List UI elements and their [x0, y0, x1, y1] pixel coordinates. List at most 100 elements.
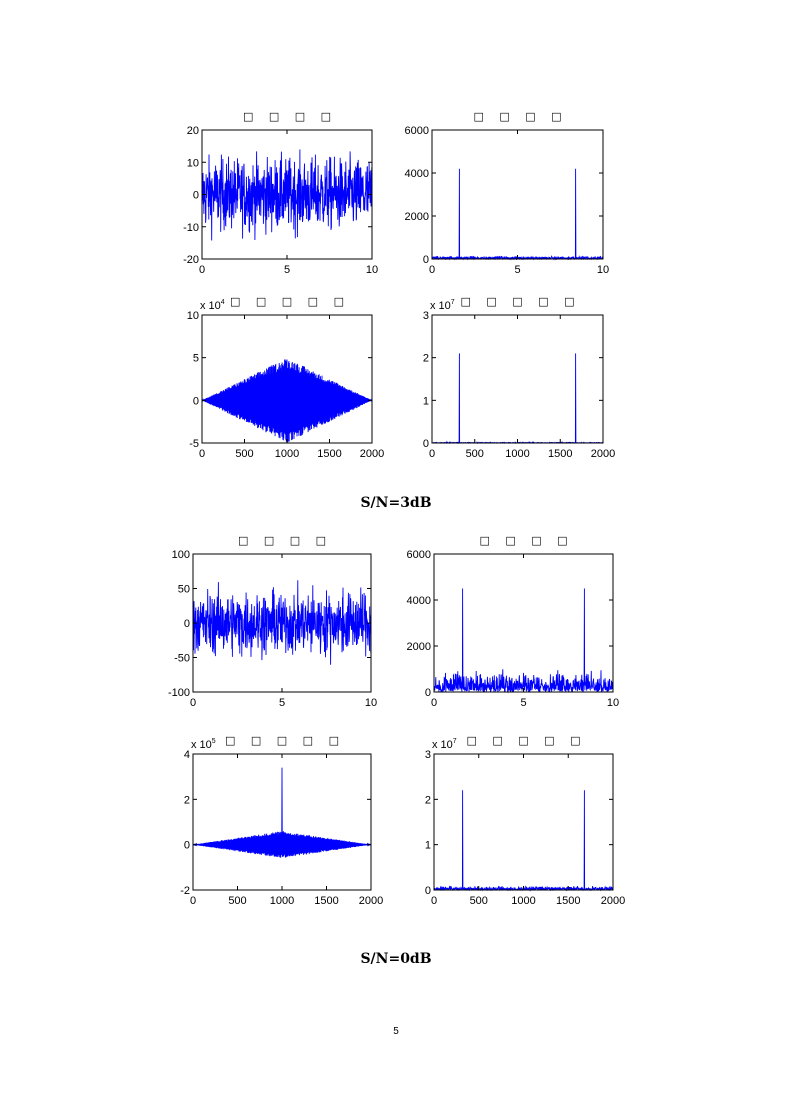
series-line: [433, 588, 614, 694]
y-exponent-label: x 105: [191, 738, 216, 751]
subplot-1-3: 0 500 1000 1500 2000 3 2 1 0 x 107 □ □ □ □ □: [425, 734, 625, 907]
subplot-1-0: 0 5 10 100 50 0 -50 -100 □ □ □ □: [168, 534, 377, 709]
series-line: [201, 359, 373, 443]
y-tick-label: -5: [189, 438, 199, 450]
x-tick-label: 0: [190, 895, 196, 907]
y-tick-label: 0: [423, 438, 429, 450]
y-exponent-power: 7: [453, 738, 457, 745]
x-tick-label: 2000: [601, 895, 625, 907]
x-tick-label: 10: [366, 264, 378, 276]
subplot-title: □ □ □ □ □: [461, 295, 581, 308]
series-line: [431, 168, 604, 261]
y-exponent-label: x 107: [430, 299, 455, 312]
y-tick-label: 2000: [407, 641, 431, 653]
y-tick-label: 1: [423, 395, 429, 407]
series-line: [192, 580, 372, 665]
y-tick-label: 4000: [405, 168, 429, 180]
y-tick-label: 1: [425, 840, 431, 852]
subplot-0-0: 0 5 10 20 10 0 -10 -20 □ □ □ □: [183, 110, 378, 276]
x-tick-label: 0: [429, 264, 435, 276]
subplot-0-3: 0 500 1000 1500 2000 3 2 1 0 x 107 □ □ □ □ □: [423, 295, 615, 460]
series-line: [201, 149, 373, 241]
y-tick-label: 10: [187, 157, 199, 169]
x-tick-label: 1000: [511, 895, 535, 907]
y-tick-label: -10: [183, 222, 199, 234]
y-tick-label: 10: [187, 310, 199, 322]
x-tick-label: 0: [199, 264, 205, 276]
x-tick-label: 2000: [591, 448, 615, 460]
x-tick-label: 5: [284, 264, 290, 276]
y-exponent-power: 4: [221, 299, 225, 306]
y-tick-label: 20: [187, 125, 199, 137]
axes-frame: [431, 129, 604, 260]
y-tick-label: -100: [168, 687, 190, 699]
y-tick-label: 0: [425, 687, 431, 699]
subplot-title: □ □ □ □: [238, 534, 332, 547]
y-tick-label: -2: [180, 885, 190, 897]
y-exponent-power: 7: [451, 299, 455, 306]
x-tick-label: 500: [235, 448, 253, 460]
y-exponent-label: x 107: [432, 738, 457, 751]
subplot-title: □ □ □ □: [479, 534, 573, 547]
y-tick-label: 2: [423, 353, 429, 365]
subplot-title: □ □ □ □: [243, 110, 337, 123]
x-tick-label: 0: [199, 448, 205, 460]
y-tick-label: 2: [184, 794, 190, 806]
x-tick-label: 5: [514, 264, 520, 276]
x-tick-label: 1000: [270, 895, 294, 907]
figure-caption-3db: S/N=3dB: [360, 495, 432, 511]
y-tick-label: 0: [425, 885, 431, 897]
subplot-title: □ □ □ □: [473, 110, 567, 123]
x-tick-label: 5: [279, 697, 285, 709]
y-tick-label: 6000: [407, 549, 431, 561]
subplot-title: □ □ □ □ □: [230, 295, 350, 308]
x-tick-label: 1000: [505, 448, 529, 460]
y-tick-label: 50: [178, 584, 190, 596]
y-exponent-label: x 104: [200, 299, 225, 312]
x-tick-label: 500: [466, 448, 484, 460]
series-line: [193, 767, 371, 858]
x-tick-label: 2000: [359, 895, 383, 907]
y-tick-label: 3: [425, 749, 431, 761]
x-tick-label: 5: [520, 697, 526, 709]
y-tick-label: 6000: [405, 125, 429, 137]
x-tick-label: 0: [190, 697, 196, 709]
x-tick-label: 500: [470, 895, 488, 907]
subplot-title: □ □ □ □ □: [467, 734, 587, 747]
y-tick-label: 4000: [407, 595, 431, 607]
y-tick-label: 0: [193, 395, 199, 407]
x-tick-label: 0: [429, 448, 435, 460]
axes-frame: [433, 553, 614, 693]
x-tick-label: 0: [431, 895, 437, 907]
y-tick-label: 100: [172, 549, 190, 561]
y-tick-label: 0: [184, 618, 190, 630]
y-tick-label: 0: [193, 190, 199, 202]
y-tick-label: 2: [425, 794, 431, 806]
page-number: 5: [393, 1026, 399, 1037]
y-tick-label: 5: [193, 353, 199, 365]
series-line: [433, 790, 614, 892]
y-exponent-power: 5: [212, 738, 216, 745]
y-tick-label: 0: [423, 254, 429, 266]
x-tick-label: 1500: [317, 448, 341, 460]
figure-caption-0db: S/N=0dB: [360, 951, 432, 967]
axes-frame: [433, 753, 614, 891]
subplot-1-1: 0 5 10 6000 4000 2000 0 □ □ □ □: [407, 534, 620, 709]
y-tick-label: 2000: [405, 211, 429, 223]
y-tick-label: 3: [423, 310, 429, 322]
series-line: [431, 353, 604, 445]
subplot-0-1: 0 5 10 6000 4000 2000 0 □ □ □ □: [405, 110, 610, 276]
x-tick-label: 10: [597, 264, 609, 276]
x-tick-label: 1500: [314, 895, 338, 907]
x-tick-label: 500: [228, 895, 246, 907]
x-tick-label: 0: [431, 697, 437, 709]
x-tick-label: 10: [365, 697, 377, 709]
axes-frame: [431, 314, 604, 444]
y-tick-label: 0: [184, 840, 190, 852]
x-tick-label: 1000: [275, 448, 299, 460]
y-tick-label: 4: [184, 749, 190, 761]
x-tick-label: 10: [607, 697, 619, 709]
